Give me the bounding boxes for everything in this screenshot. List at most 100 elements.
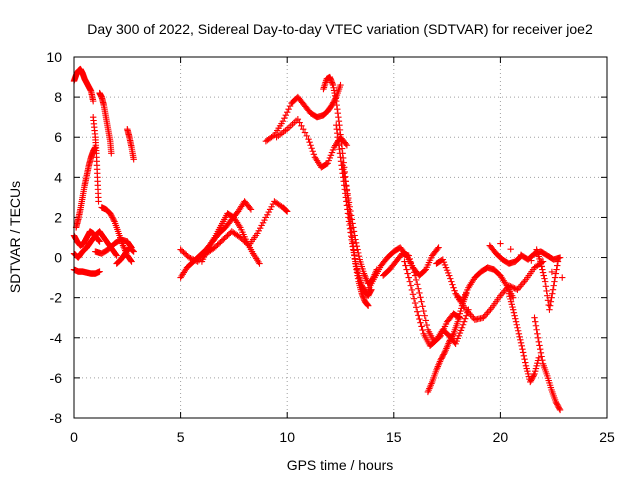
data-point — [462, 315, 469, 322]
data-point — [541, 278, 549, 285]
data-point — [468, 313, 476, 320]
data-point — [303, 132, 310, 140]
data-point — [348, 216, 356, 223]
data-point — [307, 142, 314, 149]
data-point — [190, 256, 197, 263]
data-point — [548, 268, 556, 276]
data-point — [532, 322, 540, 329]
data-point — [448, 278, 455, 285]
data-point — [447, 275, 454, 282]
data-point — [279, 117, 287, 125]
data-point — [554, 258, 562, 265]
series-arc25 — [454, 258, 547, 323]
series-arc16 — [273, 115, 351, 171]
data-point — [531, 314, 538, 321]
data-point — [510, 309, 518, 316]
data-point — [417, 294, 424, 301]
data-point — [551, 274, 559, 281]
data-point — [108, 150, 115, 157]
data-point — [301, 129, 309, 136]
y-tick-label: -6 — [50, 370, 63, 386]
data-point — [351, 232, 358, 239]
data-point — [339, 162, 346, 169]
data-point — [470, 314, 477, 322]
data-point — [547, 298, 555, 305]
data-point — [421, 267, 428, 274]
data-point — [410, 295, 418, 302]
data-point — [460, 318, 468, 325]
data-point — [521, 278, 528, 285]
series-arc14 — [198, 210, 263, 267]
data-point — [342, 178, 349, 185]
data-point — [344, 190, 351, 197]
data-point — [450, 284, 457, 291]
data-point — [553, 266, 560, 273]
data-point — [543, 287, 550, 295]
data-point — [522, 359, 529, 366]
data-point — [512, 285, 520, 293]
data-point — [509, 294, 517, 301]
data-point — [514, 324, 521, 331]
x-axis-label: GPS time / hours — [287, 457, 394, 473]
data-point — [416, 315, 423, 323]
y-tick-label: 6 — [54, 129, 62, 145]
data-point — [549, 286, 557, 293]
data-point — [282, 111, 289, 119]
data-point — [409, 265, 417, 273]
data-point — [507, 245, 514, 253]
data-point — [482, 311, 490, 318]
data-point — [520, 352, 528, 360]
data-point — [556, 254, 564, 261]
data-point — [403, 266, 410, 273]
data-point — [128, 258, 135, 265]
data-point — [536, 345, 544, 353]
data-point — [247, 206, 255, 213]
data-point — [256, 260, 263, 267]
data-point — [284, 208, 291, 215]
data-point — [451, 287, 458, 294]
data-point — [414, 281, 421, 288]
data-point — [484, 309, 491, 316]
x-tick-label: 0 — [70, 429, 78, 445]
data-point — [552, 270, 560, 277]
data-point — [405, 252, 412, 259]
data-point — [355, 249, 362, 257]
data-point — [95, 198, 102, 205]
data-point — [530, 372, 538, 379]
data-point — [559, 274, 566, 281]
y-tick-label: -8 — [50, 410, 63, 426]
y-tick-label: 0 — [54, 250, 62, 266]
data-point — [129, 247, 136, 254]
series-arc5 — [70, 266, 103, 277]
data-points — [70, 65, 566, 414]
series-arc11 — [113, 244, 137, 267]
plot-frame — [73, 56, 608, 419]
data-point — [537, 349, 545, 357]
data-point — [410, 269, 418, 276]
series-arc15 — [262, 81, 344, 145]
data-point — [544, 297, 552, 304]
data-point — [355, 253, 363, 260]
data-point — [345, 199, 353, 206]
data-point — [423, 321, 431, 329]
data-point — [449, 281, 456, 288]
data-point — [421, 312, 428, 319]
data-point — [533, 326, 540, 333]
data-point — [540, 272, 547, 279]
data-point — [538, 353, 545, 360]
data-point — [534, 330, 541, 337]
data-point — [352, 236, 359, 243]
data-point — [419, 326, 426, 334]
data-point — [185, 254, 193, 261]
data-point — [539, 269, 547, 276]
data-point — [112, 251, 120, 258]
data-point — [419, 303, 426, 310]
data-point — [511, 312, 518, 319]
data-point — [518, 342, 525, 349]
data-point — [412, 304, 420, 311]
data-point — [188, 255, 196, 263]
data-point — [516, 333, 523, 340]
data-point — [294, 115, 302, 123]
data-point — [435, 244, 442, 251]
